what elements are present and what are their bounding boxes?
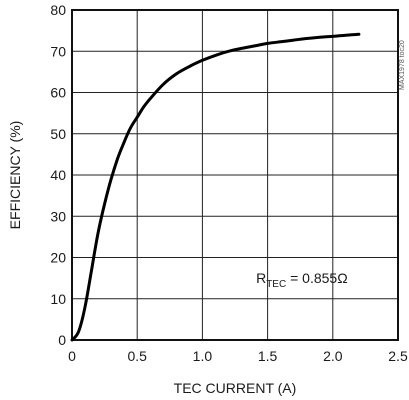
x-tick-labels: 0 0.5 1.0 1.5 2.0 2.5 xyxy=(68,348,408,364)
y-tick-label: 20 xyxy=(50,250,66,266)
y-tick-label: 70 xyxy=(50,43,66,59)
grid xyxy=(72,10,398,340)
x-tick-label: 2.0 xyxy=(323,348,343,364)
y-tick-label: 40 xyxy=(50,167,66,183)
resistance-annotation: RTEC = 0.855Ω xyxy=(256,270,348,290)
y-tick-labels: 0 10 20 30 40 50 60 70 80 xyxy=(50,2,66,348)
series-layer xyxy=(70,32,361,342)
y-tick-label: 0 xyxy=(58,332,66,348)
figure-code: MAX1978 toc20 xyxy=(399,40,406,90)
y-tick-label: 60 xyxy=(50,85,66,101)
x-tick-label: 1.0 xyxy=(193,348,213,364)
y-tick-label: 80 xyxy=(50,2,66,18)
x-tick-label: 0.5 xyxy=(127,348,147,364)
x-axis-label: TEC CURRENT (A) xyxy=(174,380,297,396)
y-tick-label: 50 xyxy=(50,126,66,142)
plot-frame xyxy=(71,9,399,341)
y-axis-label: EFFICIENCY (%) xyxy=(7,121,23,230)
x-tick-label: 1.5 xyxy=(258,348,278,364)
x-tick-label: 2.5 xyxy=(388,348,408,364)
y-tick-label: 10 xyxy=(50,291,66,307)
efficiency-curve xyxy=(70,32,361,342)
y-tick-label: 30 xyxy=(50,208,66,224)
annotation-prefix: R xyxy=(256,270,266,286)
annotation-suffix: = 0.855Ω xyxy=(286,270,347,286)
annotation-subscript: TEC xyxy=(266,279,286,290)
x-tick-label: 0 xyxy=(68,348,76,364)
